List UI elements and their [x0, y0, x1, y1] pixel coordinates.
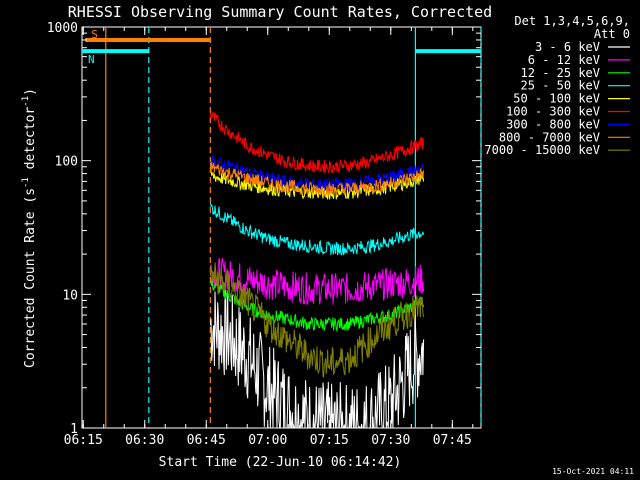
legend-label: 7000 - 15000 keV [484, 143, 600, 157]
y-axis-label-part2: detector [23, 107, 38, 178]
series-lines [209, 111, 425, 430]
chart-title: RHESSI Observing Summary Count Rates, Co… [68, 3, 492, 21]
y-axis-label-part3: ) [23, 88, 38, 96]
flag-label: S [91, 28, 98, 41]
legend-label: 300 - 800 keV [506, 117, 600, 131]
legend-label: 50 - 100 keV [513, 92, 600, 106]
x-tick-label: 07:45 [433, 433, 472, 448]
footer-date: 15-Oct-2021 04:11 [552, 467, 634, 476]
series-line [209, 111, 425, 174]
y-axis-label-part1: Corrected Count Rate (s [23, 188, 38, 368]
x-axis-label: Start Time (22-Jun-10 06:14:42) [159, 455, 402, 470]
x-tick-label: 06:15 [64, 433, 103, 448]
y-axis-label-sup2: -1 [21, 96, 31, 107]
vertical-markers [105, 27, 482, 428]
series-line [209, 257, 425, 305]
x-axis-ticks: 06:15 06:30 06:45 07:00 07:15 07:30 07:45 [64, 27, 474, 448]
series-line [209, 289, 425, 430]
series-line [210, 279, 425, 332]
legend-label: 800 - 7000 keV [499, 130, 600, 144]
x-tick-label: 07:30 [371, 433, 410, 448]
x-tick-label: 06:45 [187, 433, 226, 448]
y-tick-label: 10 [62, 288, 78, 303]
y-tick-label: 1 [70, 422, 78, 437]
legend-header-line2: Att 0 [594, 27, 630, 41]
y-tick-label: 100 [55, 155, 78, 170]
y-axis-label: Corrected Count Rate (s-1 detector-1) [21, 88, 38, 368]
legend-label: 100 - 300 keV [506, 105, 600, 119]
series-line [209, 161, 425, 198]
legend-label: 6 - 12 keV [528, 53, 600, 67]
flag-bars: SN [82, 28, 481, 66]
legend-header-line1: Det 1,3,4,5,6,9, [514, 14, 630, 28]
legend-label: 3 - 6 keV [535, 40, 600, 54]
y-axis-label-sup1: -1 [21, 177, 31, 188]
legend-label: 25 - 50 keV [521, 79, 600, 93]
x-tick-label: 07:15 [310, 433, 349, 448]
series-line [209, 262, 425, 378]
series-line [209, 202, 425, 256]
x-tick-label: 06:30 [125, 433, 164, 448]
legend-label: 12 - 25 keV [521, 66, 600, 80]
flag-label: N [88, 53, 95, 66]
y-tick-label: 1000 [47, 21, 78, 36]
y-axis-ticks: 1 10 100 1000 [47, 21, 481, 437]
x-tick-label: 07:00 [248, 433, 287, 448]
